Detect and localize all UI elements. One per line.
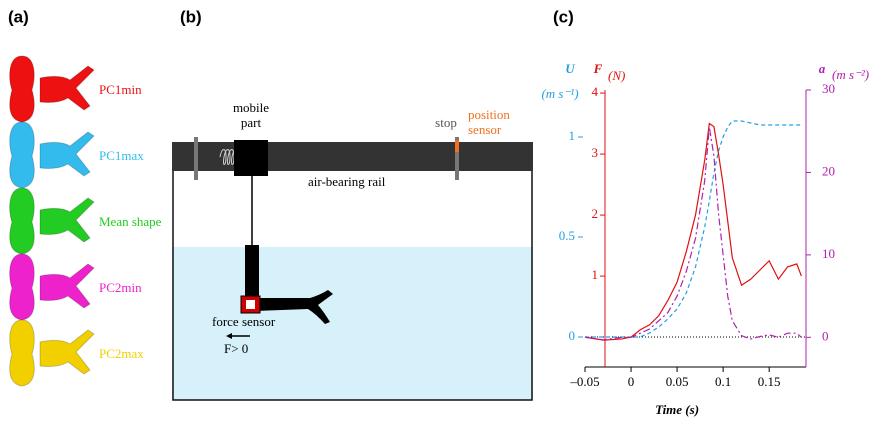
- position-sensor: [455, 140, 459, 152]
- force-sensor: [246, 300, 255, 309]
- axis-title: F: [593, 61, 603, 76]
- y-tick-label: 2: [592, 206, 599, 221]
- label: force sensor: [212, 314, 276, 329]
- y-tick-label: 30: [822, 81, 835, 96]
- x-axis-title: Time (s): [655, 402, 699, 417]
- axis-title: a: [819, 61, 826, 76]
- label: stop: [435, 115, 457, 130]
- shape-label: PC2min: [99, 280, 142, 295]
- line-series: [585, 124, 801, 341]
- line-series: [585, 127, 801, 340]
- y-tick-label: 1: [569, 128, 576, 143]
- x-tick-label: 0: [628, 374, 635, 389]
- top-view: [10, 188, 35, 254]
- axis-unit: (m s⁻¹): [541, 86, 578, 101]
- label: F> 0: [224, 341, 248, 356]
- y-tick-label: 0: [822, 328, 829, 343]
- setup-diagram: mobile part stop position sensor air-bea…: [172, 100, 533, 400]
- top-view: [10, 320, 35, 386]
- side-view: [40, 330, 94, 374]
- panel-label: (b): [180, 7, 202, 26]
- mobile-part: [234, 140, 268, 176]
- x-tick-label: 0.05: [666, 374, 689, 389]
- y-tick-label: 0.5: [559, 228, 575, 243]
- y-tick-label: 0: [569, 328, 576, 343]
- axis-unit: (m s⁻²): [832, 67, 869, 82]
- page: (a) (b) (c) mobile part stop position se…: [0, 0, 886, 425]
- x-tick-label: 0.15: [758, 374, 781, 389]
- y-tick-label: 10: [822, 246, 835, 261]
- shape-label: Mean shape: [99, 214, 162, 229]
- y-tick-label: 1: [592, 267, 599, 282]
- side-view: [40, 132, 94, 176]
- label: sensor: [468, 122, 502, 137]
- chart: –0.05 0 0.05 0.1 0.15 0 0.5 1 1 2 3 4 0 10 20 30 U (m s⁻¹…: [541, 61, 869, 417]
- figure: (a) (b) (c) mobile part stop position se…: [0, 0, 886, 425]
- line-series: [585, 121, 801, 337]
- post: [194, 137, 198, 180]
- y-tick-label: 4: [592, 84, 599, 99]
- label: position: [468, 107, 510, 122]
- top-view: [10, 122, 35, 188]
- shape-panel: PC1min PC1max Mean shape PC2min PC2max: [10, 56, 162, 386]
- shape-label: PC2max: [99, 346, 144, 361]
- label: part: [241, 115, 262, 130]
- axis-unit: (N): [608, 68, 625, 83]
- label: air-bearing rail: [308, 174, 386, 189]
- panel-label: (a): [8, 7, 29, 26]
- y-tick-label: 20: [822, 163, 835, 178]
- axis-title: U: [565, 61, 575, 76]
- side-view: [40, 264, 94, 308]
- x-tick-label: –0.05: [569, 374, 599, 389]
- top-view: [10, 56, 35, 122]
- shape-label: PC1min: [99, 82, 142, 97]
- top-view: [10, 254, 35, 320]
- shape-label: PC1max: [99, 148, 144, 163]
- x-tick-label: 0.1: [715, 374, 731, 389]
- side-view: [40, 198, 94, 242]
- y-tick-label: 3: [592, 145, 599, 160]
- side-view: [40, 66, 94, 110]
- label: mobile: [233, 100, 269, 115]
- panel-label: (c): [553, 7, 574, 26]
